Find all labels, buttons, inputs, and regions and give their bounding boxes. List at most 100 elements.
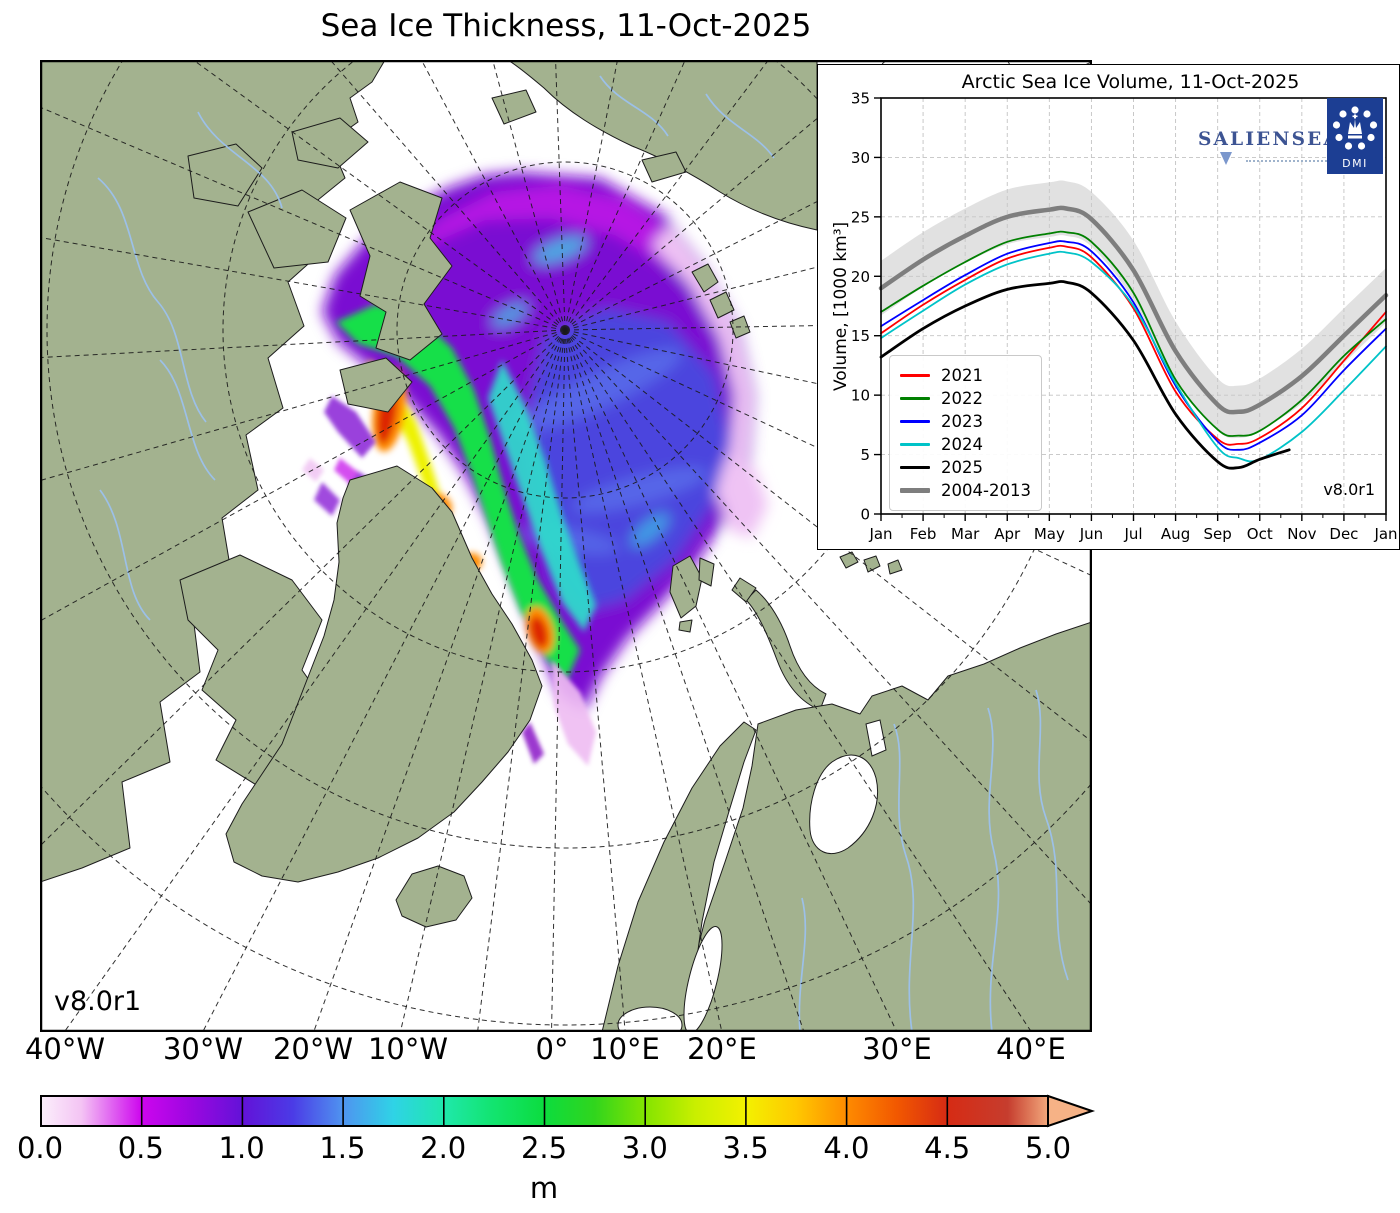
- meridian-line: [399, 329, 566, 1032]
- series-2004-2013: [878, 205, 1389, 415]
- chart-title: Arctic Sea Ice Volume, 11-Oct-2025: [961, 71, 1300, 93]
- map-version-label: v8.0r1: [54, 986, 141, 1017]
- land-new-siberian: [641, 151, 687, 183]
- x-tick-label: Jun: [1079, 525, 1103, 543]
- river: [987, 707, 1000, 1032]
- cb-tick-label: 4.5: [924, 1131, 971, 1165]
- x-tick-label: Jan: [1373, 525, 1397, 543]
- lon-label: 20°E: [687, 1032, 757, 1066]
- inland-seas: [617, 719, 887, 1032]
- meridian-line: [192, 60, 566, 331]
- meridian-line: [564, 329, 1092, 443]
- white-sea-strait: [865, 719, 887, 757]
- land-svalbard: [698, 557, 715, 587]
- legend-item-2021: 2021: [900, 364, 1031, 387]
- ice-blue-streak: [572, 467, 708, 513]
- land-russia: [679, 621, 1092, 1032]
- meridian-line: [564, 60, 770, 331]
- x-tick-label: Jul: [1123, 525, 1142, 543]
- river: [798, 897, 807, 1032]
- land-iceland: [395, 865, 473, 928]
- legend-label: 2023: [941, 412, 983, 431]
- meridian-line: [40, 106, 566, 331]
- meridian-line: [329, 60, 566, 331]
- y-tick-label: 20: [851, 268, 870, 286]
- legend-label: 2022: [941, 389, 983, 408]
- land-siberia-coast: [507, 60, 818, 231]
- meridian-line: [40, 329, 566, 359]
- meridian-line: [564, 60, 1092, 331]
- meridian-line: [564, 329, 626, 1032]
- cb-tick-label: 1.0: [218, 1131, 265, 1165]
- parallel-circle: [40, 782, 1092, 1026]
- legend-item-2004-2013: 2004-2013: [900, 479, 1031, 502]
- meridian-line: [564, 329, 723, 1032]
- cb-tick-label: 2.5: [520, 1131, 568, 1165]
- river: [893, 723, 915, 1032]
- river: [197, 111, 283, 209]
- ice-magenta-band: [370, 185, 700, 315]
- meridian-line: [555, 60, 566, 331]
- series-2022: [880, 230, 1387, 437]
- x-tick-label: Sep: [1204, 525, 1232, 543]
- salienseas-tagline: [1246, 160, 1362, 162]
- river: [99, 489, 151, 621]
- lon-label: 0°: [535, 1032, 569, 1066]
- meridian-line: [564, 329, 1033, 1032]
- legend-label: 2025: [941, 458, 983, 477]
- baltic-sea: [617, 1006, 683, 1032]
- meridian-line: [420, 60, 566, 331]
- ice-cyan-band: [488, 360, 596, 632]
- salienseas-wordmark: SALIENSEAS: [1198, 129, 1356, 150]
- series-2025: [879, 280, 1291, 470]
- colorbar-overflow-arrow: [1047, 1094, 1096, 1128]
- x-tick-label: Nov: [1287, 525, 1316, 543]
- graticule: [40, 60, 1092, 1032]
- meridian-line: [564, 329, 1092, 743]
- legend-item-2023: 2023: [900, 410, 1031, 433]
- x-tick-label: Jan: [868, 525, 892, 543]
- dmi-emblem: [1332, 106, 1378, 150]
- white-sea: [809, 754, 879, 854]
- ice-coastal-strip: [522, 722, 544, 764]
- land-devon-island: [339, 357, 413, 413]
- y-tick-label: 30: [851, 149, 870, 167]
- crown-icon: [1348, 119, 1362, 134]
- lon-label: 40°W: [24, 1032, 106, 1066]
- x-tick-label: Mar: [951, 525, 980, 543]
- meridian-line: [564, 60, 686, 331]
- legend-item-2024: 2024: [900, 433, 1031, 456]
- x-tick-label: Apr: [994, 525, 1021, 543]
- colorbar-unit-label: m: [529, 1171, 559, 1205]
- land-ellesmere-island: [349, 181, 453, 361]
- ice-red-spot: [530, 616, 548, 648]
- lon-label: 40°E: [996, 1032, 1066, 1066]
- meridian-line: [551, 329, 566, 1032]
- river: [705, 93, 775, 159]
- dmi-wordmark: DMI: [1342, 157, 1368, 170]
- gulf-of-bothnia: [683, 926, 723, 1032]
- meridian-line: [564, 329, 805, 1032]
- cb-tick-label: 0.0: [16, 1131, 64, 1165]
- meridian-line: [564, 329, 898, 1032]
- thickness-colorbar: [40, 1094, 1096, 1128]
- meridian-line: [40, 236, 566, 331]
- meridian-line: [202, 329, 566, 1032]
- rivers: [97, 75, 1069, 1032]
- meridian-line: [63, 329, 566, 1032]
- river: [97, 177, 207, 423]
- legend-label: 2021: [941, 366, 983, 385]
- land-melville-island: [291, 117, 369, 169]
- y-tick-label: 5: [860, 446, 870, 464]
- series-2023: [880, 240, 1387, 451]
- x-tick-label: Feb: [910, 525, 937, 543]
- meridian-line: [40, 329, 566, 847]
- x-tick-label: Dec: [1329, 525, 1358, 543]
- legend-label: 2024: [941, 435, 983, 454]
- legend-swatch: [900, 488, 930, 493]
- chart-y-axis-label: Volume, [1000 km³]: [831, 221, 851, 391]
- meridian-line: [564, 60, 618, 331]
- lon-label: 10°E: [590, 1032, 660, 1066]
- meridian-line: [564, 198, 1092, 331]
- lon-label: 20°W: [272, 1032, 354, 1066]
